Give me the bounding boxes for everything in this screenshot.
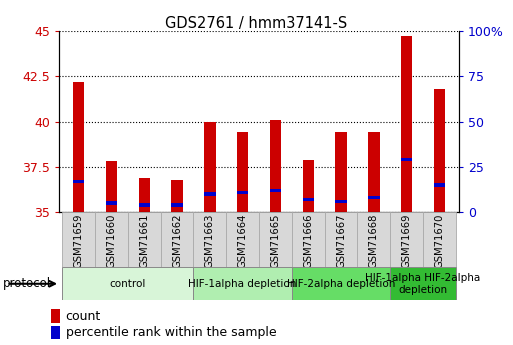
FancyBboxPatch shape bbox=[325, 212, 358, 267]
Text: GSM71667: GSM71667 bbox=[336, 214, 346, 268]
FancyBboxPatch shape bbox=[358, 212, 390, 267]
Text: GSM71664: GSM71664 bbox=[238, 214, 248, 268]
Bar bbox=[336, 200, 347, 203]
Bar bbox=[73, 82, 85, 212]
Bar bbox=[139, 178, 150, 212]
Text: GSM71668: GSM71668 bbox=[369, 214, 379, 268]
FancyBboxPatch shape bbox=[292, 212, 325, 267]
Bar bbox=[51, 309, 60, 323]
Bar bbox=[51, 326, 60, 339]
Bar bbox=[106, 161, 117, 212]
FancyBboxPatch shape bbox=[390, 212, 423, 267]
FancyBboxPatch shape bbox=[226, 212, 259, 267]
Bar bbox=[171, 203, 183, 207]
FancyBboxPatch shape bbox=[193, 212, 226, 267]
Bar bbox=[303, 198, 314, 201]
Bar bbox=[303, 160, 314, 212]
Text: GSM71662: GSM71662 bbox=[172, 214, 182, 268]
Text: GSM71659: GSM71659 bbox=[74, 214, 84, 268]
Bar bbox=[270, 189, 281, 192]
Bar bbox=[401, 37, 412, 212]
Bar bbox=[433, 184, 445, 187]
FancyBboxPatch shape bbox=[259, 212, 292, 267]
Bar bbox=[368, 132, 380, 212]
Bar bbox=[401, 158, 412, 161]
Text: GSM71660: GSM71660 bbox=[107, 214, 116, 268]
Text: GSM71663: GSM71663 bbox=[205, 214, 215, 268]
Text: percentile rank within the sample: percentile rank within the sample bbox=[66, 326, 276, 339]
Bar bbox=[336, 132, 347, 212]
Text: count: count bbox=[66, 310, 101, 323]
Bar bbox=[171, 180, 183, 212]
Bar bbox=[270, 120, 281, 212]
FancyBboxPatch shape bbox=[128, 212, 161, 267]
Bar bbox=[237, 132, 248, 212]
Bar bbox=[139, 203, 150, 207]
Bar bbox=[204, 121, 215, 212]
Text: HIF-1alpha depletion: HIF-1alpha depletion bbox=[188, 279, 297, 289]
Text: GSM71666: GSM71666 bbox=[303, 214, 313, 268]
Bar bbox=[73, 180, 85, 183]
FancyBboxPatch shape bbox=[161, 212, 193, 267]
Text: GSM71669: GSM71669 bbox=[402, 214, 411, 268]
FancyBboxPatch shape bbox=[62, 267, 193, 300]
Text: GSM71661: GSM71661 bbox=[139, 214, 149, 268]
Text: control: control bbox=[110, 279, 146, 289]
Text: protocol: protocol bbox=[3, 277, 51, 290]
FancyBboxPatch shape bbox=[193, 267, 292, 300]
Bar bbox=[204, 193, 215, 196]
Bar bbox=[433, 89, 445, 212]
Text: GSM71665: GSM71665 bbox=[270, 214, 281, 268]
FancyBboxPatch shape bbox=[292, 267, 390, 300]
Text: HIF-1alpha HIF-2alpha
depletion: HIF-1alpha HIF-2alpha depletion bbox=[365, 273, 481, 295]
Text: GSM71670: GSM71670 bbox=[435, 214, 444, 268]
FancyBboxPatch shape bbox=[390, 267, 456, 300]
FancyBboxPatch shape bbox=[423, 212, 456, 267]
Text: GDS2761 / hmm37141-S: GDS2761 / hmm37141-S bbox=[165, 16, 348, 30]
Bar bbox=[237, 191, 248, 194]
FancyBboxPatch shape bbox=[95, 212, 128, 267]
FancyBboxPatch shape bbox=[62, 212, 95, 267]
Bar bbox=[368, 196, 380, 199]
Bar bbox=[106, 201, 117, 205]
Text: HIF-2alpha depletion: HIF-2alpha depletion bbox=[287, 279, 395, 289]
